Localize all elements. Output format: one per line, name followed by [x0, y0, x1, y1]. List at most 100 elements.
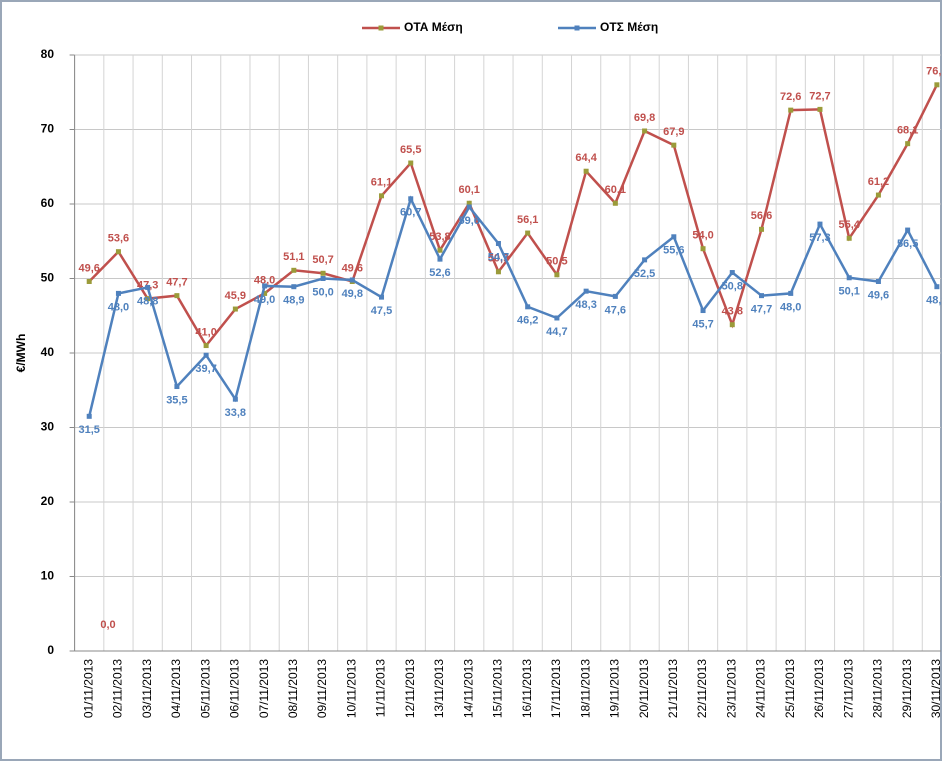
value-label: 56,6 [751, 210, 772, 222]
marker [846, 275, 852, 281]
value-label: 49,0 [254, 294, 275, 306]
value-label: 45,9 [225, 290, 246, 302]
value-label: 48,0 [780, 301, 801, 313]
x-tick-label: 18/11/2013 [578, 659, 592, 718]
x-tick-label: 16/11/2013 [520, 659, 534, 718]
value-label: 51,1 [283, 251, 304, 263]
marker [612, 293, 618, 299]
marker [817, 106, 823, 112]
value-label: 56,1 [517, 214, 538, 226]
legend-label: ΟΤΣ Μέση [600, 20, 658, 34]
value-label: 48,8 [137, 295, 158, 307]
value-label: 76,0 [926, 66, 942, 78]
y-tick-label: 50 [41, 271, 55, 285]
x-tick-label: 26/11/2013 [812, 659, 826, 718]
marker [729, 270, 735, 276]
marker [437, 256, 443, 262]
value-label: 50,0 [312, 286, 333, 298]
series-line [88, 84, 939, 348]
marker [583, 168, 589, 174]
value-label: 60,1 [458, 184, 479, 196]
marker [934, 284, 940, 290]
x-tick-label: 23/11/2013 [724, 659, 738, 718]
y-tick-label: 20 [41, 494, 55, 508]
x-tick-label: 12/11/2013 [403, 659, 417, 718]
marker [408, 196, 414, 202]
legend-marker [378, 25, 384, 31]
value-label: 49,6 [868, 289, 889, 301]
value-label: 60,7 [400, 207, 421, 219]
marker [379, 294, 385, 300]
x-tick-label: 07/11/2013 [257, 659, 271, 718]
marker [642, 128, 648, 134]
y-tick-label: 80 [41, 47, 55, 61]
value-label: 47,6 [605, 304, 626, 316]
marker [291, 267, 297, 273]
value-label: 53,6 [108, 233, 129, 245]
x-tick-label: 30/11/2013 [929, 659, 942, 718]
x-tick-label: 29/11/2013 [900, 659, 914, 718]
y-tick-label: 40 [41, 345, 55, 359]
marker [583, 288, 589, 294]
marker [846, 235, 852, 241]
value-label: 48,0 [108, 301, 129, 313]
marker [379, 193, 385, 199]
marker [86, 413, 92, 419]
value-label: 39,7 [195, 363, 216, 375]
y-tick-label: 70 [41, 122, 55, 136]
value-label: 48,0 [254, 274, 275, 286]
marker [759, 293, 765, 299]
value-label: 35,5 [166, 394, 187, 406]
value-label: 64,4 [575, 152, 597, 164]
y-tick-label: 30 [41, 420, 55, 434]
marker [320, 276, 326, 281]
marker [700, 308, 706, 314]
marker [759, 226, 765, 232]
marker [145, 284, 151, 290]
x-tick-label: 08/11/2013 [286, 659, 300, 718]
marker [525, 304, 531, 310]
x-tick-label: 10/11/2013 [344, 659, 358, 718]
marker [320, 270, 326, 276]
marker [232, 396, 238, 402]
value-label: 55,4 [838, 219, 860, 231]
x-tick-label: 19/11/2013 [608, 659, 622, 718]
marker [495, 240, 501, 246]
value-label: 48,9 [926, 295, 942, 307]
value-label: 57,3 [809, 232, 830, 244]
marker [817, 221, 823, 227]
x-tick-label: 09/11/2013 [315, 659, 329, 718]
x-tick-label: 03/11/2013 [140, 659, 154, 718]
value-label: 54,7 [488, 251, 509, 263]
x-tick-label: 27/11/2013 [841, 659, 855, 718]
marker [203, 352, 209, 358]
x-tick-label: 15/11/2013 [491, 659, 505, 718]
value-label: 65,5 [400, 144, 421, 156]
marker [788, 107, 794, 113]
value-label: 59,6 [458, 215, 479, 227]
value-label: 55,6 [663, 245, 684, 257]
marker [729, 322, 735, 328]
value-label: 52,5 [634, 268, 655, 280]
x-tick-label: 14/11/2013 [461, 659, 475, 718]
marker [466, 204, 472, 210]
value-label: 50,5 [546, 256, 567, 268]
value-label: 44,7 [546, 326, 567, 338]
marker [495, 269, 501, 275]
marker [232, 306, 238, 312]
value-label: 49,6 [79, 262, 100, 274]
x-tick-label: 20/11/2013 [637, 659, 651, 718]
marker [466, 200, 472, 206]
x-tick-label: 28/11/2013 [871, 659, 885, 718]
marker [875, 278, 881, 284]
value-label: 47,7 [751, 304, 772, 316]
marker [86, 278, 92, 284]
value-label: 49,8 [342, 288, 363, 300]
value-label: 46,2 [517, 315, 538, 327]
value-label: 48,3 [575, 299, 596, 311]
marker [408, 160, 414, 166]
value-label: 69,8 [634, 112, 655, 124]
marker [174, 384, 180, 390]
marker [554, 315, 560, 321]
